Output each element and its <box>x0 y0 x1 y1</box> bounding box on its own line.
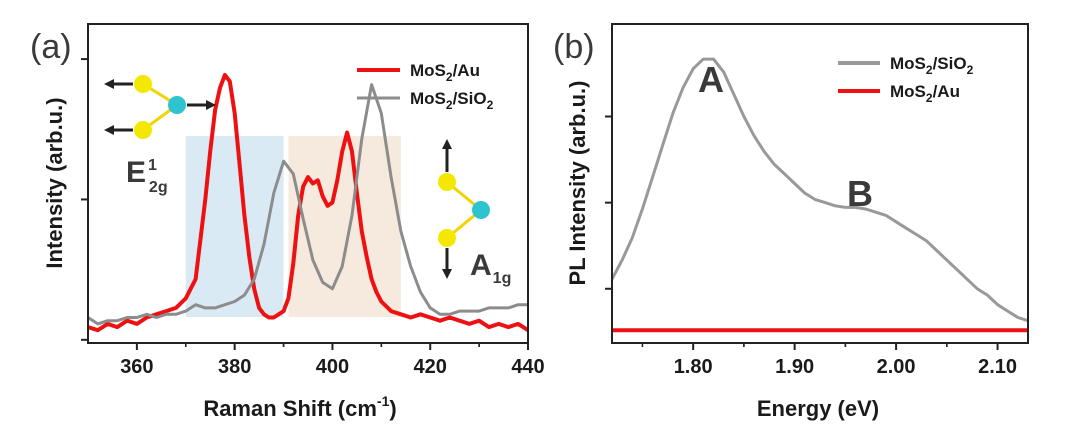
a1g-mode-diagram: A1g <box>438 139 511 287</box>
legend-label-mos2-au: MoS2/Au <box>410 61 480 84</box>
series-line-mos2-sio2 <box>87 83 528 326</box>
x-tick-label: 400 <box>316 356 349 378</box>
shaded-band-2 <box>288 136 401 317</box>
sulfur-atom <box>438 229 456 247</box>
sulfur-atom <box>438 173 456 191</box>
panel-a-axes: 360 380 400 420 440 <box>81 23 545 378</box>
peak-b-label: B <box>847 173 873 214</box>
panel-a-xlabel: Raman Shift (cm-1) <box>203 393 396 421</box>
plot-frame <box>87 23 529 344</box>
e2g-mode-diagram: E 1 2g <box>104 75 216 196</box>
x-tick-label: 420 <box>414 356 447 378</box>
panel-b-label: (b) <box>553 28 595 66</box>
series-line-mos2-sio2 <box>610 57 1029 323</box>
panel-a-series <box>87 73 530 333</box>
sulfur-atom <box>134 75 152 93</box>
a1g-label: A1g <box>470 249 511 287</box>
panel-a-ylabel: Intensity (arb.u.) <box>42 97 67 268</box>
x-tick-label: 2.10 <box>978 356 1017 378</box>
e2g-label: E 1 2g <box>126 156 168 196</box>
x-tick-label: 360 <box>120 356 153 378</box>
panel-b-legend: MoS2/SiO2 MoS2/Au <box>838 54 974 105</box>
plot-frame <box>611 23 1029 344</box>
arrow-down-icon <box>442 269 452 279</box>
x-tick-label: 1.80 <box>674 356 713 378</box>
legend-label-mos2-au: MoS2/Au <box>890 82 960 105</box>
x-tick-label: 2.00 <box>877 356 916 378</box>
arrow-right-icon <box>206 100 216 110</box>
sulfur-atom <box>134 121 152 139</box>
panel-a: (a) 360 380 400 420 440 Raman Shift (cm-1) I… <box>30 23 545 421</box>
peak-a-label: A <box>698 59 724 100</box>
panel-a-label: (a) <box>30 28 72 66</box>
arrow-up-icon <box>442 139 452 149</box>
molybdenum-atom <box>472 201 490 219</box>
panel-b-xlabel: Energy (eV) <box>757 396 879 421</box>
x-tick-label: 440 <box>511 356 544 378</box>
legend-label-mos2-sio2: MoS2/SiO2 <box>410 89 494 112</box>
legend-label-mos2-sio2: MoS2/SiO2 <box>890 54 974 77</box>
panel-b-series <box>610 57 1029 333</box>
panel-a-bands <box>185 136 401 317</box>
panel-b-axes: 1.80 1.90 2.00 2.10 <box>605 23 1029 378</box>
x-tick-label: 380 <box>218 356 251 378</box>
arrow-left-icon <box>104 79 114 89</box>
arrow-left-icon <box>104 125 114 135</box>
x-tick-label: 1.90 <box>775 356 814 378</box>
panel-b: (b) 1.80 1.90 2.00 2.10 Energy (eV) PL Inte… <box>553 23 1029 421</box>
panel-b-ylabel: PL Intensity (arb.u.) <box>565 81 590 286</box>
molybdenum-atom <box>168 96 186 114</box>
panel-a-legend: MoS2/Au MoS2/SiO2 <box>357 61 494 112</box>
